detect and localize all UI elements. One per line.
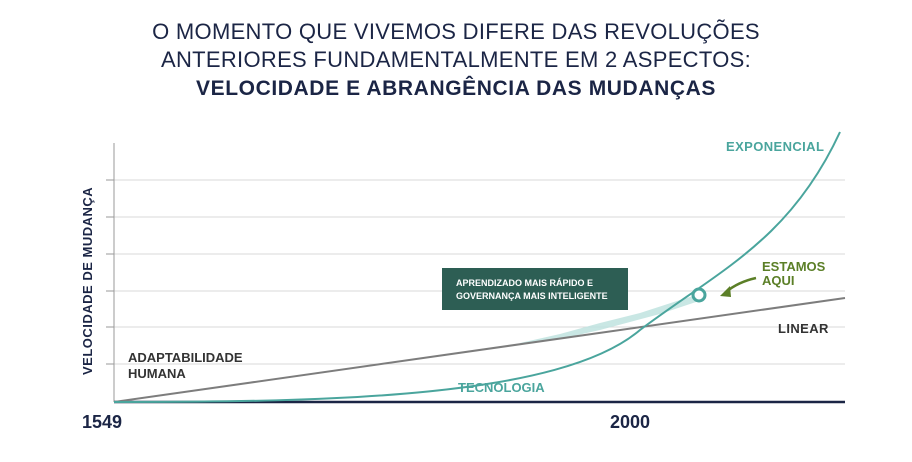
x-label-2000: 2000	[610, 412, 650, 432]
series-label-exponencial: EXPONENCIAL	[726, 139, 824, 154]
callout-line-2: GOVERNANÇA MAIS INTELIGENTE	[456, 291, 608, 301]
annotation-adaptabilidade-1: ADAPTABILIDADE	[128, 350, 243, 365]
series-exponential-line	[113, 131, 841, 403]
y-axis-label: VELOCIDADE DE MUDANÇA	[80, 187, 95, 375]
callout-box	[442, 268, 628, 310]
annotation-estamos: ESTAMOS	[762, 259, 826, 274]
series-linear-line	[113, 297, 846, 403]
annotation-adaptabilidade-2: HUMANA	[128, 366, 186, 381]
estamos-aqui-arrowhead	[720, 286, 731, 297]
estamos-aqui-arrow	[725, 276, 757, 293]
title-line-3: VELOCIDADE E ABRANGÊNCIA DAS MUDANÇAS	[196, 77, 716, 100]
x-label-start: 1549	[82, 412, 122, 432]
callout-line-1: APRENDIZADO MAIS RÁPIDO E	[456, 278, 593, 288]
title-block: O MOMENTO QUE VIVEMOS DIFERE DAS REVOLUÇ…	[0, 18, 912, 104]
estamos-aqui-marker	[691, 287, 707, 303]
annotation-aqui: AQUI	[762, 273, 795, 288]
annotation-tecnologia: TECNOLOGIA	[458, 380, 545, 395]
series-label-linear: LINEAR	[778, 321, 829, 336]
title-line-2: ANTERIORES FUNDAMENTALMENTE EM 2 ASPECTO…	[161, 47, 751, 72]
title-line-1: O MOMENTO QUE VIVEMOS DIFERE DAS REVOLUÇ…	[152, 19, 760, 44]
